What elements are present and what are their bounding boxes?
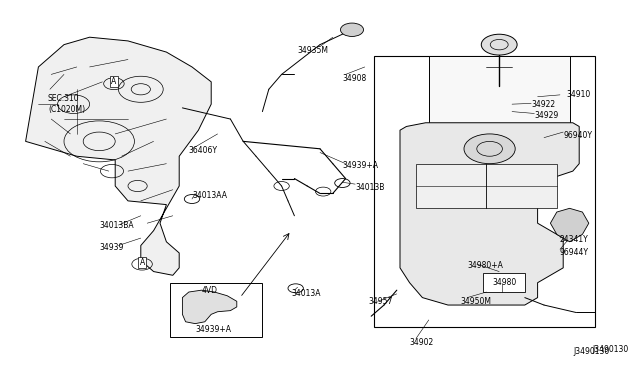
Text: 36406Y: 36406Y	[189, 146, 218, 155]
Circle shape	[481, 34, 517, 55]
Text: 34013BA: 34013BA	[99, 221, 134, 230]
Text: 24341Y: 24341Y	[560, 235, 589, 244]
Text: 34939+A: 34939+A	[195, 325, 231, 334]
Text: 34980+A: 34980+A	[467, 262, 503, 270]
Text: A: A	[111, 77, 116, 86]
Text: 34929: 34929	[534, 111, 559, 120]
Bar	[416, 164, 557, 208]
PathPatch shape	[182, 290, 237, 324]
Circle shape	[464, 134, 515, 164]
Bar	[374, 56, 595, 327]
Text: 34013AA: 34013AA	[192, 191, 227, 200]
Text: 34013A: 34013A	[291, 289, 321, 298]
Text: J3490130: J3490130	[574, 347, 610, 356]
Text: 34922: 34922	[531, 100, 556, 109]
Text: 34013B: 34013B	[355, 183, 385, 192]
Bar	[429, 56, 570, 123]
Text: J3490130: J3490130	[592, 345, 628, 354]
Bar	[483, 273, 525, 292]
Text: 34939+A: 34939+A	[342, 161, 378, 170]
Bar	[170, 283, 262, 337]
Text: 34957: 34957	[368, 297, 392, 306]
PathPatch shape	[550, 208, 589, 242]
Text: 34950M: 34950M	[461, 297, 492, 306]
Text: 34939: 34939	[99, 243, 124, 252]
Circle shape	[340, 23, 364, 36]
Text: 96944Y: 96944Y	[560, 248, 589, 257]
PathPatch shape	[400, 123, 579, 305]
Text: 34908: 34908	[342, 74, 367, 83]
PathPatch shape	[26, 37, 211, 275]
Text: 34910: 34910	[566, 90, 591, 99]
Text: 4VD: 4VD	[202, 286, 218, 295]
Text: SEC.310
(C1020M): SEC.310 (C1020M)	[48, 94, 85, 114]
Text: 34902: 34902	[410, 338, 434, 347]
Text: 34935M: 34935M	[298, 46, 328, 55]
Text: 96940Y: 96940Y	[563, 131, 592, 140]
Text: A: A	[140, 258, 145, 267]
Text: 34980: 34980	[493, 278, 517, 287]
